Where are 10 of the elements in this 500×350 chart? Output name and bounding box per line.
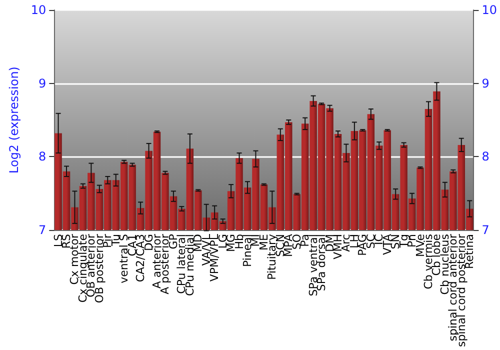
y2-tick-label: 10 xyxy=(482,3,498,17)
y2-tick-label: 9 xyxy=(482,76,490,90)
y2-tick-label: 8 xyxy=(482,150,490,164)
x-tick-label: Pituitary xyxy=(266,234,279,280)
y-tick-label: 10 xyxy=(30,3,46,17)
y-axis-title: Log2 (expression) xyxy=(7,66,21,174)
y2-tick-label: 7 xyxy=(482,223,490,238)
y-tick-label: 8 xyxy=(38,150,46,164)
y-tick-label: 7 xyxy=(38,223,46,238)
y-tick-label: 9 xyxy=(38,76,46,90)
